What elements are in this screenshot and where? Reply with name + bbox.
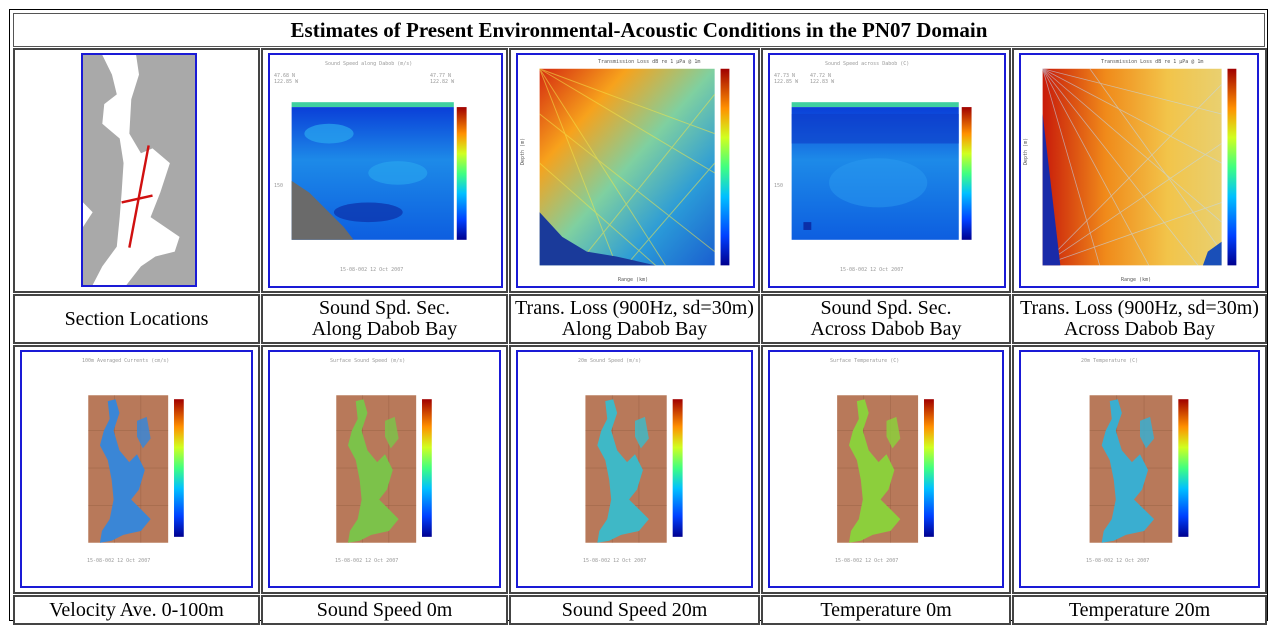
caption-temperature-20m: Temperature 20m [1012, 595, 1267, 625]
y-axis-label: Depth (m) [520, 137, 526, 165]
caption-line: Temperature 0m [820, 598, 952, 621]
plot-footer: 15-08-002 12 Oct 2007 [335, 558, 399, 564]
cell-temperature-20m: 20m Temperature (C) 15-08-002 12 Oct 200… [1012, 345, 1267, 594]
sound-speed-along-title: Sound Speed along Dabob (m/s) [325, 61, 413, 67]
coord-label: 47.68 N [274, 73, 296, 79]
temperature-0m-map[interactable]: Surface Temperature (C) 15-08-002 12 Oct… [768, 350, 1004, 588]
coord-label: 122.85 W [274, 79, 299, 85]
plot-footer: 15-08-002 12 Oct 2007 [840, 267, 904, 273]
cell-sound-speed-across: Sound Speed across Dabob (C) 47.73 N 122… [761, 48, 1011, 293]
caption-line: Trans. Loss (900Hz, sd=30m) [1020, 297, 1259, 319]
plot-footer: 15-08-002 12 Oct 2007 [1086, 558, 1150, 564]
coord-label: 122.82 W [430, 79, 455, 85]
trans-loss-across-plot[interactable]: Transmission Loss dB re 1 µPa @ 1m Range… [1019, 53, 1259, 288]
caption-line: Along Dabob Bay [561, 318, 708, 340]
x-axis-label: Range (km) [1121, 277, 1152, 283]
cell-section-locations [13, 48, 260, 293]
caption-trans-loss-across: Trans. Loss (900Hz, sd=30m) Across Dabob… [1012, 294, 1267, 344]
cell-velocity-ave: 100m Averaged Currents (cm/s) 15-08-002 … [13, 345, 260, 594]
coord-label: 47.72 N [810, 73, 832, 79]
coord-label: 122.83 W [810, 79, 835, 85]
cell-sound-speed-along: Sound Speed along Dabob (m/s) 47.68 N 12… [261, 48, 508, 293]
caption-sound-speed-across: Sound Spd. Sec. Across Dabob Bay [761, 294, 1011, 344]
velocity-ave-map[interactable]: 100m Averaged Currents (cm/s) 15-08-002 … [20, 350, 253, 588]
sound-speed-20m-map[interactable]: 20m Sound Speed (m/s) 15-08-002 12 Oct 2… [516, 350, 753, 588]
caption-line: Sound Speed 0m [316, 598, 453, 621]
caption-line: Sound Spd. Sec. [820, 297, 952, 319]
cell-sound-speed-20m: 20m Sound Speed (m/s) 15-08-002 12 Oct 2… [509, 345, 760, 594]
plot-footer: 15-08-002 12 Oct 2007 [583, 558, 647, 564]
trans-loss-along-plot[interactable]: Transmission Loss dB re 1 µPa @ 1m Range… [516, 53, 755, 288]
sound-speed-across-title: Sound Speed across Dabob (C) [825, 61, 910, 67]
caption-line: Section Locations [64, 307, 209, 330]
trans-loss-title: Transmission Loss dB re 1 µPa @ 1m [598, 59, 701, 65]
caption-sound-speed-along: Sound Spd. Sec. Along Dabob Bay [261, 294, 508, 344]
sound-speed-0m-map[interactable]: Surface Sound Speed (m/s) 15-08-002 12 O… [268, 350, 501, 588]
plot-footer: 15-08-002 12 Oct 2007 [340, 267, 404, 273]
caption-section-locations: Section Locations [13, 294, 260, 344]
caption-line: Temperature 20m [1068, 598, 1211, 621]
section-locations-map[interactable] [81, 53, 197, 287]
coord-label: 47.73 N [774, 73, 796, 79]
caption-velocity-ave: Velocity Ave. 0-100m [13, 595, 260, 625]
caption-trans-loss-along: Trans. Loss (900Hz, sd=30m) Along Dabob … [509, 294, 760, 344]
caption-line: Across Dabob Bay [1063, 318, 1216, 340]
map-title: 100m Averaged Currents (cm/s) [82, 358, 170, 364]
depth-tick: 150 [274, 183, 284, 189]
caption-line: Sound Speed 20m [561, 598, 708, 621]
caption-line: Along Dabob Bay [311, 318, 458, 340]
sound-speed-along-plot[interactable]: Sound Speed along Dabob (m/s) 47.68 N 12… [268, 53, 503, 288]
plot-footer: 15-08-002 12 Oct 2007 [835, 558, 899, 564]
page-title: Estimates of Present Environmental-Acous… [13, 13, 1265, 47]
caption-line: Velocity Ave. 0-100m [49, 598, 224, 621]
map-title: Surface Temperature (C) [830, 358, 900, 364]
caption-line: Sound Spd. Sec. [318, 297, 451, 319]
coord-label: 122.85 W [774, 79, 799, 85]
temperature-20m-map[interactable]: 20m Temperature (C) 15-08-002 12 Oct 200… [1019, 350, 1260, 588]
caption-line: Trans. Loss (900Hz, sd=30m) [515, 297, 754, 319]
map-title: Surface Sound Speed (m/s) [330, 358, 406, 364]
cell-trans-loss-along: Transmission Loss dB re 1 µPa @ 1m Range… [509, 48, 760, 293]
caption-sound-speed-0m: Sound Speed 0m [261, 595, 508, 625]
page-frame: Estimates of Present Environmental-Acous… [9, 9, 1268, 625]
plot-footer: 15-08-002 12 Oct 2007 [87, 558, 151, 564]
cell-trans-loss-across: Transmission Loss dB re 1 µPa @ 1m Range… [1012, 48, 1267, 293]
coord-label: 47.77 N [430, 73, 452, 79]
cell-sound-speed-0m: Surface Sound Speed (m/s) 15-08-002 12 O… [261, 345, 508, 594]
y-axis-label: Depth (m) [1023, 137, 1029, 165]
sound-speed-across-plot[interactable]: Sound Speed across Dabob (C) 47.73 N 122… [768, 53, 1006, 288]
trans-loss-title: Transmission Loss dB re 1 µPa @ 1m [1101, 59, 1204, 65]
map-title: 20m Sound Speed (m/s) [578, 358, 642, 364]
caption-line: Across Dabob Bay [810, 318, 962, 340]
cell-temperature-0m: Surface Temperature (C) 15-08-002 12 Oct… [761, 345, 1011, 594]
map-title: 20m Temperature (C) [1081, 358, 1139, 364]
x-axis-label: Range (km) [618, 277, 649, 283]
depth-tick: 150 [774, 183, 784, 189]
